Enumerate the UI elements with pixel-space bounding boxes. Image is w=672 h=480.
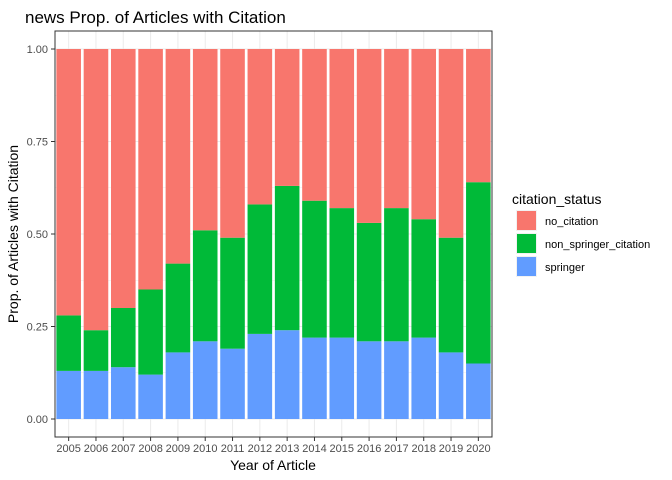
bar-springer-2016 [356,341,382,419]
bar-non_springer_citation-2019 [438,237,464,353]
bar-no_citation-2008 [138,49,163,290]
legend-title: citation_status [512,191,602,207]
legend-key-non_springer_citation [517,234,536,253]
x-tick-label: 2019 [439,443,463,455]
bar-no_citation-2014 [302,49,327,201]
x-tick-label: 2018 [411,443,435,455]
x-tick-label: 2007 [111,443,135,455]
legend-key-no_citation [517,211,536,230]
bar-non_springer_citation-2008 [138,289,163,375]
bar-no_citation-2009 [165,49,191,264]
chart-title: news Prop. of Articles with Citation [25,8,286,27]
bar-non_springer_citation-2013 [274,185,300,331]
bar-non_springer_citation-2014 [302,200,327,338]
bar-non_springer_citation-2006 [83,330,109,371]
x-tick-label: 2009 [166,443,190,455]
bar-springer-2018 [411,337,437,419]
y-axis: 0.00 0.25 0.50 0.75 1.00 [27,44,55,426]
bar-springer-2012 [247,333,273,419]
bar-springer-2007 [110,367,136,419]
bar-springer-2014 [302,337,327,419]
x-tick-label: 2020 [466,443,490,455]
bar-no_citation-2013 [274,49,300,186]
bar-no_citation-2015 [329,49,355,209]
legend-key-springer [517,257,536,276]
bar-non_springer_citation-2007 [110,308,136,368]
x-tick-label: 2005 [56,443,80,455]
bar-no_citation-2017 [384,49,409,209]
y-tick-label: 0.50 [27,229,48,241]
x-tick-label: 2010 [193,443,217,455]
bar-springer-2008 [138,374,163,419]
x-tick-label: 2016 [357,443,381,455]
bar-no_citation-2012 [247,49,273,205]
bar-springer-2009 [165,352,191,419]
x-tick-label: 2006 [84,443,108,455]
bar-no_citation-2007 [110,49,136,308]
legend-label-no_citation: no_citation [545,216,598,228]
bar-no_citation-2016 [356,49,382,223]
bar-no_citation-2019 [438,49,464,238]
bar-non_springer_citation-2017 [384,208,409,342]
bar-no_citation-2006 [83,49,109,331]
y-tick-label: 0.00 [27,414,48,426]
y-tick-label: 0.75 [27,137,48,149]
bar-no_citation-2020 [466,49,491,183]
legend-label-springer: springer [545,262,585,274]
x-tick-label: 2015 [330,443,354,455]
bar-springer-2005 [56,370,81,419]
bar-non_springer_citation-2016 [356,222,382,342]
plot-area [54,30,493,438]
x-tick-label: 2013 [275,443,299,455]
bar-non_springer_citation-2011 [220,237,245,349]
bar-springer-2006 [83,370,109,419]
x-tick-label: 2008 [138,443,162,455]
bar-no_citation-2005 [56,49,81,316]
bar-springer-2017 [384,341,409,419]
bar-non_springer_citation-2005 [56,315,81,371]
bar-springer-2013 [274,330,300,419]
x-tick-label: 2014 [302,443,326,455]
bar-non_springer_citation-2020 [466,182,491,364]
bar-non_springer_citation-2009 [165,263,191,353]
x-tick-label: 2011 [221,443,245,455]
bar-springer-2019 [438,352,464,419]
x-axis-title: Year of Article [230,457,316,473]
x-tick-label: 2017 [384,443,408,455]
y-axis-title: Prop. of Articles with Citation [5,145,21,323]
bar-springer-2010 [192,341,218,419]
x-tick-label: 2012 [248,443,272,455]
bar-no_citation-2010 [192,49,218,231]
legend: citation_status no_citation non_springer_… [512,191,650,277]
bar-non_springer_citation-2010 [192,230,218,342]
bar-non_springer_citation-2012 [247,204,273,334]
x-axis: 2005 2006 2007 2008 2009 2010 2011 2012 2013 2014… [56,437,491,455]
bar-springer-2015 [329,337,355,419]
bar-no_citation-2011 [220,49,245,238]
bar-non_springer_citation-2018 [411,219,437,338]
bar-springer-2020 [466,363,491,419]
bar-springer-2011 [220,348,245,419]
y-tick-label: 1.00 [27,44,48,56]
bar-no_citation-2018 [411,49,437,220]
bar-non_springer_citation-2015 [329,208,355,338]
y-tick-label: 0.25 [27,322,48,334]
legend-label-non_springer_citation: non_springer_citation [545,239,650,251]
